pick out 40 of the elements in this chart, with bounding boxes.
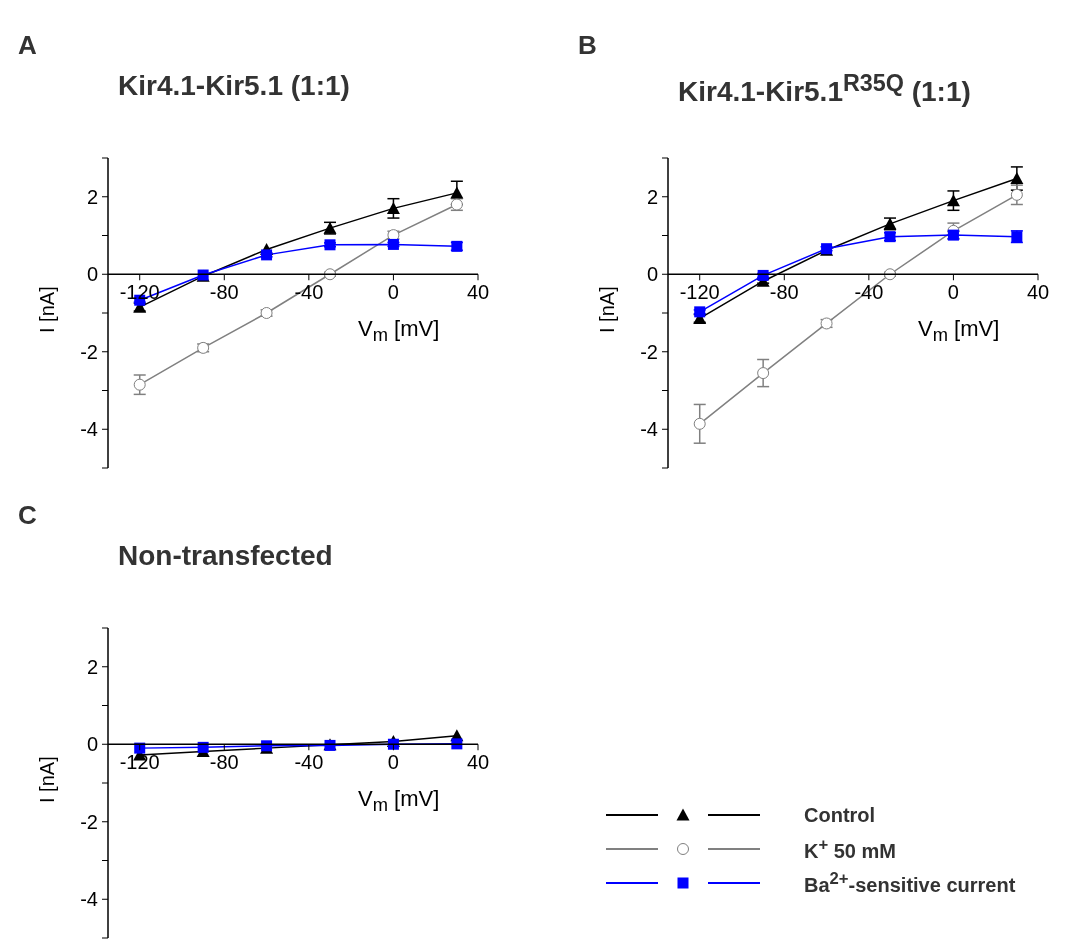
- x-tick-label: -40: [854, 281, 884, 304]
- y-tick-label: 0: [86, 263, 98, 286]
- y-tick-label: -2: [640, 340, 658, 363]
- legend-label: K$^{+}$ 50 mM: [804, 835, 896, 863]
- x-tick-label: 40: [466, 281, 490, 304]
- x-tick-label: -40: [294, 751, 324, 774]
- x-tick-label: -40: [294, 281, 324, 304]
- y-tick-label: 2: [646, 185, 658, 208]
- y-tick-label: 0: [646, 263, 658, 286]
- y-tick-label: 2: [86, 655, 98, 678]
- x-axis-title: V$_{m}$ [mV]: [358, 316, 440, 347]
- x-tick-label: -80: [769, 281, 799, 304]
- y-tick-label: -2: [80, 340, 98, 363]
- chart-title: Kir4.1-Kir5.1 (1:1): [118, 70, 350, 102]
- chart-title: Non-transfected: [118, 540, 333, 572]
- y-tick-label: -4: [80, 888, 98, 911]
- x-axis-title: V$_{m}$ [mV]: [918, 316, 1000, 347]
- legend-label: Control: [804, 803, 876, 827]
- x-tick-label: -80: [209, 281, 239, 304]
- text: A: [18, 30, 37, 61]
- y-tick-label: 2: [86, 185, 98, 208]
- x-tick-label: 40: [466, 751, 490, 774]
- legend-label: Ba$^{2+}$-sensitive current: [804, 869, 1016, 897]
- x-tick-label: 0: [387, 281, 399, 304]
- x-tick-label: -120: [679, 281, 720, 304]
- x-tick-label: 0: [947, 281, 959, 304]
- text: C: [18, 500, 37, 531]
- y-tick-label: -4: [640, 418, 658, 441]
- y-tick-label: -4: [80, 418, 98, 441]
- chart-title: Kir4.1-Kir5.1$^{R35Q}$ (1:1): [678, 70, 971, 109]
- y-tick-label: -2: [80, 810, 98, 833]
- y-tick-label: 0: [86, 733, 98, 756]
- x-tick-label: -80: [209, 751, 239, 774]
- y-axis-title: I [nA]: [36, 756, 59, 803]
- text: B: [578, 30, 597, 61]
- y-axis-title: I [nA]: [36, 286, 59, 333]
- x-axis-title: V$_{m}$ [mV]: [358, 786, 440, 817]
- x-tick-label: 40: [1026, 281, 1050, 304]
- y-axis-title: I [nA]: [596, 286, 619, 333]
- x-tick-label: 0: [387, 751, 399, 774]
